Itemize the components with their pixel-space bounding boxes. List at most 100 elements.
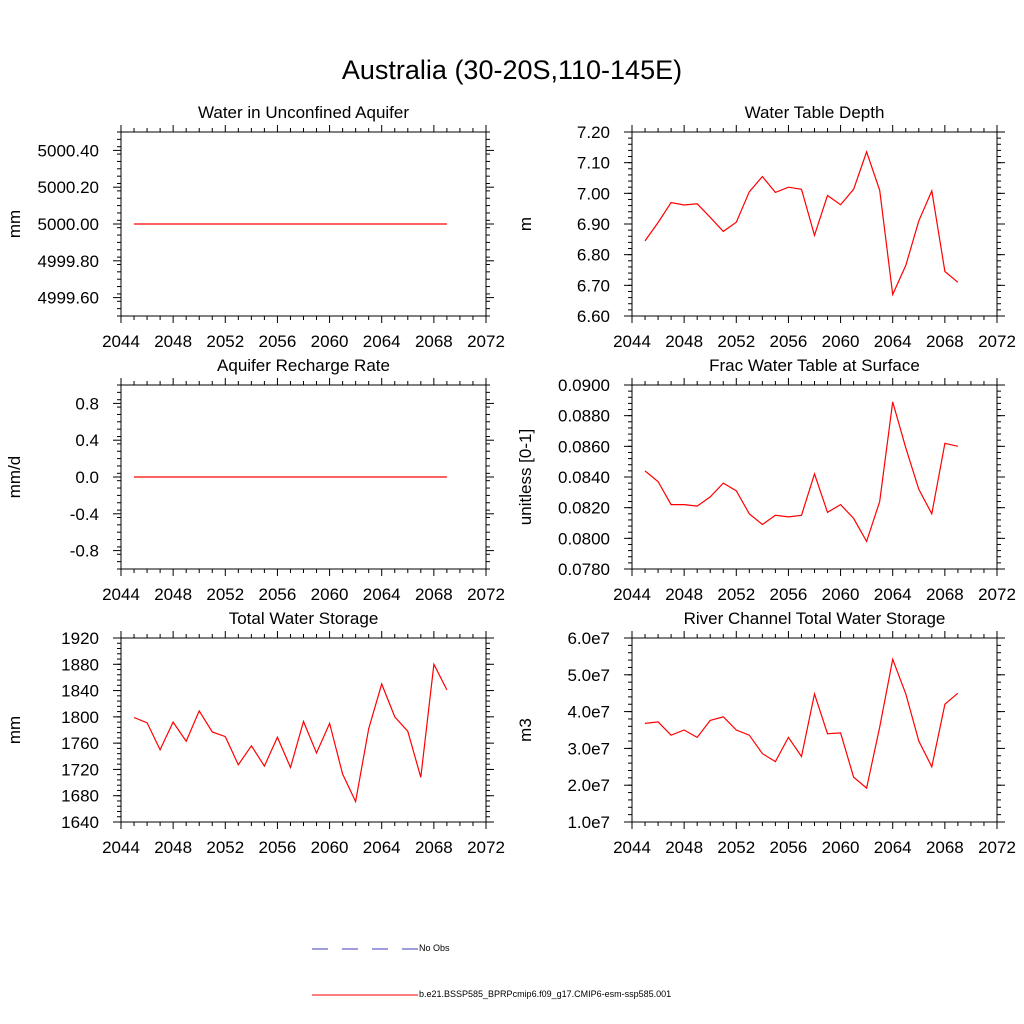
plot-frame	[631, 384, 998, 570]
x-tick-label: 2044	[102, 332, 140, 351]
y-tick-label: 5000.20	[38, 178, 99, 197]
x-tick-label: 2072	[978, 585, 1016, 604]
chart-panel-2: Water Table Depth m 2044 2048 2052 2056 2060 20…	[516, 103, 1016, 351]
y-tick-label: 3.0e7	[567, 739, 610, 758]
x-tick-label: 2052	[717, 838, 755, 857]
chart-panel-3: Aquifer Recharge Rate mm/d 2044 2048 2052 205…	[5, 356, 505, 604]
x-tick-label: 2048	[665, 585, 703, 604]
y-tick-label: 4999.60	[38, 289, 99, 308]
plot-frame	[631, 131, 998, 317]
x-tick-label: 2056	[259, 332, 297, 351]
y-tick-label: 5000.00	[38, 215, 99, 234]
y-tick-label: 4999.80	[38, 252, 99, 271]
x-tick-label: 2052	[206, 585, 244, 604]
legend-obs-swatch	[312, 948, 418, 950]
x-tick-label: 2072	[978, 332, 1016, 351]
y-tick-label: 6.90	[577, 215, 610, 234]
x-tick-label: 2060	[311, 585, 349, 604]
legend-model-label: b.e21.BSSP585_BPRPcmip6.f09_g17.CMIP6-es…	[419, 989, 672, 999]
page-title: Australia (30-20S,110-145E)	[341, 55, 683, 85]
y-axis-label: unitless [0-1]	[516, 429, 535, 525]
x-tick-label: 2048	[665, 332, 703, 351]
x-tick-label: 2048	[665, 838, 703, 857]
x-tick-label: 2068	[415, 585, 453, 604]
x-tick-label: 2068	[926, 585, 964, 604]
x-tick-label: 2064	[874, 585, 912, 604]
x-tick-label: 2056	[770, 838, 808, 857]
y-axis-label: m3	[516, 718, 535, 742]
x-tick-label: 2052	[206, 838, 244, 857]
x-tick-label: 2068	[926, 332, 964, 351]
x-tick-label: 2056	[770, 585, 808, 604]
x-tick-label: 2068	[926, 838, 964, 857]
y-tick-label: 6.0e7	[567, 629, 610, 648]
chart-panel-6: River Channel Total Water Storage m3 2044 2…	[516, 609, 1016, 857]
y-tick-label: 1.0e7	[567, 813, 610, 832]
x-tick-label: 2060	[822, 838, 860, 857]
y-tick-label: 1680	[61, 787, 99, 806]
x-tick-label: 2052	[206, 332, 244, 351]
legend-model-swatch	[312, 994, 418, 996]
y-tick-label: 5000.40	[38, 141, 99, 160]
x-tick-label: 2072	[467, 838, 505, 857]
x-tick-label: 2056	[259, 585, 297, 604]
y-tick-label: 4.0e7	[567, 703, 610, 722]
x-tick-label: 2064	[363, 332, 401, 351]
x-tick-label: 2064	[363, 838, 401, 857]
x-tick-label: 2064	[363, 585, 401, 604]
legend-obs-label: No Obs	[419, 943, 450, 953]
x-tick-label: 2068	[415, 332, 453, 351]
y-tick-label: 1880	[61, 655, 99, 674]
x-tick-label: 2072	[467, 332, 505, 351]
y-tick-label: 0.0860	[558, 437, 610, 456]
y-tick-label: 1800	[61, 708, 99, 727]
series-line	[644, 401, 959, 543]
x-tick-label: 2048	[154, 332, 192, 351]
plot-frame	[120, 637, 487, 823]
y-tick-label: -0.8	[70, 542, 99, 561]
chart-title: River Channel Total Water Storage	[684, 609, 946, 628]
y-tick-label: 0.0	[75, 468, 99, 487]
y-axis-label: mm	[5, 210, 24, 238]
y-tick-label: 0.0780	[558, 560, 610, 579]
series-line	[644, 657, 959, 790]
y-tick-label: 0.0900	[558, 376, 610, 395]
y-tick-label: 1760	[61, 734, 99, 753]
y-tick-label: 2.0e7	[567, 776, 610, 795]
x-tick-label: 2056	[770, 332, 808, 351]
y-tick-label: 0.4	[75, 431, 99, 450]
y-tick-label: 7.20	[577, 123, 610, 142]
y-tick-label: 1640	[61, 813, 99, 832]
x-tick-label: 2052	[717, 332, 755, 351]
y-tick-label: 5.0e7	[567, 666, 610, 685]
chart-title: Water in Unconfined Aquifer	[198, 103, 409, 122]
y-tick-label: 0.0820	[558, 499, 610, 518]
chart-title: Frac Water Table at Surface	[709, 356, 920, 375]
y-tick-label: 1720	[61, 760, 99, 779]
y-tick-label: 7.10	[577, 154, 610, 173]
y-tick-label: 6.70	[577, 276, 610, 295]
y-tick-label: 7.00	[577, 184, 610, 203]
x-tick-label: 2068	[415, 838, 453, 857]
y-tick-label: 0.0880	[558, 407, 610, 426]
x-tick-label: 2064	[874, 332, 912, 351]
y-tick-label: 1840	[61, 682, 99, 701]
x-tick-label: 2064	[874, 838, 912, 857]
x-tick-label: 2060	[311, 332, 349, 351]
y-tick-label: -0.4	[70, 505, 99, 524]
chart-title: Total Water Storage	[229, 609, 379, 628]
chart-title: Aquifer Recharge Rate	[217, 356, 390, 375]
y-axis-label: m	[516, 217, 535, 231]
x-tick-label: 2072	[978, 838, 1016, 857]
y-tick-label: 0.0800	[558, 529, 610, 548]
x-tick-label: 2044	[102, 838, 140, 857]
series-line	[133, 662, 448, 804]
x-tick-label: 2072	[467, 585, 505, 604]
series-line	[644, 150, 959, 297]
x-tick-label: 2044	[613, 332, 651, 351]
chart-panel-1: Water in Unconfined Aquifer mm 2044 2048 205…	[5, 103, 505, 351]
x-tick-label: 2060	[822, 332, 860, 351]
x-tick-label: 2060	[822, 585, 860, 604]
